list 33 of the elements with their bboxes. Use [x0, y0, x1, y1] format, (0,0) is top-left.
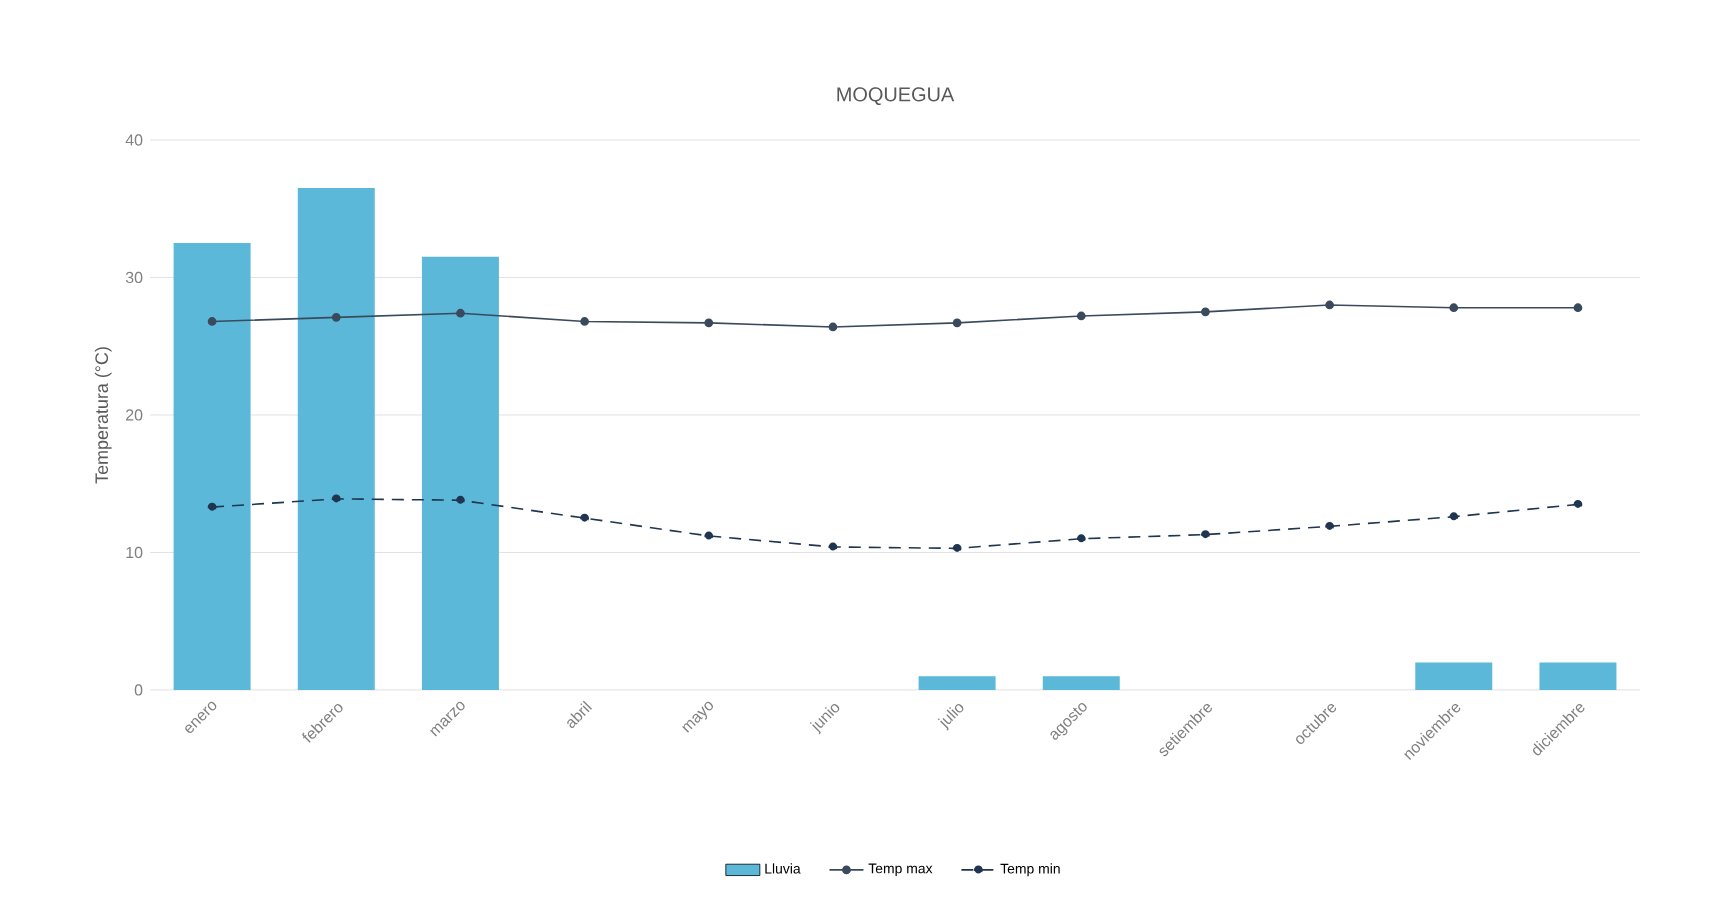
bar [297, 188, 375, 690]
bar [918, 676, 996, 690]
point [828, 542, 838, 552]
point [1076, 311, 1086, 321]
point [331, 312, 341, 322]
bar [173, 243, 251, 690]
bar [1539, 662, 1617, 690]
point [580, 317, 589, 326]
point [1201, 307, 1210, 317]
point [1449, 303, 1459, 313]
point [1325, 300, 1334, 310]
point [1076, 534, 1086, 544]
point [580, 513, 589, 523]
point [704, 318, 714, 328]
point [331, 494, 341, 504]
bar [421, 256, 499, 690]
point [207, 502, 217, 512]
point [1325, 521, 1334, 531]
point [1449, 512, 1459, 522]
point [1573, 303, 1583, 313]
point [456, 495, 465, 505]
y-axis-title: Temperatura (°C) [94, 347, 112, 484]
point [1201, 530, 1210, 539]
bar [1042, 676, 1120, 690]
point [704, 531, 714, 541]
chart-title: MOQUEGUA [837, 87, 955, 105]
point [828, 322, 838, 332]
point [952, 318, 962, 328]
point [1573, 499, 1583, 509]
bar [1415, 662, 1493, 690]
point [952, 543, 962, 553]
point [456, 308, 465, 318]
point [207, 317, 217, 326]
